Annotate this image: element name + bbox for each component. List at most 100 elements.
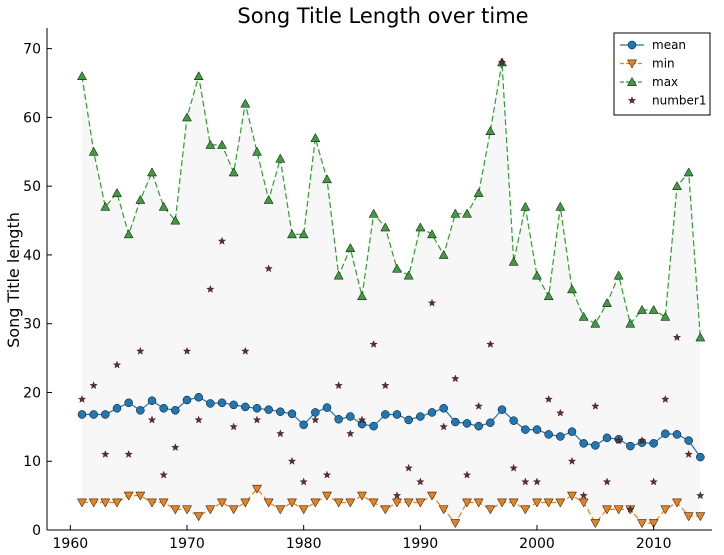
number1-point [532, 477, 542, 486]
x-tick-label: 1960 [53, 536, 89, 552]
legend-label: number1 [652, 94, 706, 108]
min-point [275, 505, 286, 515]
min-point [147, 498, 157, 508]
y-tick-label: 70 [23, 42, 41, 58]
chart-title: Song Title Length over time [237, 4, 528, 28]
max-point [590, 318, 601, 328]
min-point [123, 491, 134, 501]
number1-point [602, 477, 612, 486]
max-point [660, 311, 671, 321]
max-point [228, 167, 239, 177]
mean-point [346, 412, 355, 421]
mean-point [369, 421, 378, 431]
min-point [683, 512, 694, 522]
min-point [205, 505, 216, 515]
min-point [695, 512, 706, 522]
mean-point [427, 408, 437, 417]
mean-point [147, 396, 157, 405]
number1-point [696, 491, 705, 500]
mean-point [649, 439, 658, 448]
number1-point [684, 450, 693, 458]
y-tick-label: 50 [23, 179, 41, 195]
mean-point [672, 430, 682, 439]
number1-point [649, 477, 658, 486]
max-point [392, 263, 402, 273]
legend-marker [627, 76, 637, 86]
number1-point [89, 381, 98, 390]
max-point [567, 284, 577, 294]
max-line [81, 62, 701, 338]
min-point [497, 498, 507, 508]
min-point [193, 512, 204, 522]
mean-point [451, 417, 460, 427]
min-point [555, 498, 566, 508]
mean-point [696, 452, 705, 462]
x-tick-label: 2000 [519, 536, 555, 552]
max-point [462, 208, 472, 218]
mean-point [392, 410, 402, 419]
legend-label: max [652, 75, 678, 89]
max-point [88, 146, 99, 156]
number1-point [404, 463, 413, 472]
number1-point [264, 264, 273, 273]
min-point [637, 519, 647, 529]
min-point [438, 505, 449, 515]
min-point [100, 498, 111, 508]
min-point [228, 505, 239, 515]
mean-point [182, 395, 192, 405]
number1-point [416, 477, 425, 486]
mean-point [77, 410, 87, 419]
max-point [648, 304, 659, 314]
min-point [322, 491, 332, 501]
mean-point [252, 404, 262, 413]
min-point [112, 498, 122, 508]
y-tick-label: 0 [32, 523, 41, 539]
number1-point [392, 491, 402, 500]
legend-label: min [652, 57, 675, 71]
min-point [158, 498, 169, 508]
max-point [508, 256, 519, 266]
number1-point [486, 340, 495, 348]
max-point [123, 229, 134, 239]
max-point [450, 208, 461, 218]
max-point [333, 270, 344, 280]
number1-point [521, 477, 530, 486]
number1-point [591, 401, 600, 410]
max-point [683, 167, 694, 177]
min-point [88, 498, 99, 508]
max-point [252, 146, 262, 156]
mean-point [299, 420, 308, 430]
number1-point [159, 470, 168, 479]
mean-point [486, 418, 495, 427]
max-point [520, 201, 531, 211]
mean-point [626, 441, 635, 451]
min-point [450, 519, 461, 529]
min-point [217, 498, 227, 508]
x-tick-label: 1980 [286, 536, 322, 552]
max-point [532, 270, 542, 280]
number1-point [101, 450, 110, 458]
legend-entry-max: max [620, 75, 678, 89]
max-point [345, 243, 356, 252]
y-tick-label: 60 [23, 110, 41, 126]
mean-point [206, 399, 215, 408]
mean-point [334, 415, 343, 424]
min-point [403, 498, 414, 508]
number1-point [229, 422, 238, 431]
legend-marker [627, 96, 637, 104]
max-point [100, 201, 111, 211]
min-point [298, 505, 309, 515]
min-max-fill [82, 62, 701, 524]
mean-point [497, 405, 507, 414]
min-point [333, 498, 344, 508]
mean-point [264, 405, 273, 414]
mean-point [532, 425, 542, 434]
min-point [345, 498, 356, 508]
number1-point [567, 457, 577, 465]
number1-point [334, 381, 343, 390]
min-point [532, 498, 542, 508]
number1-point [346, 429, 355, 438]
x-tick-label: 1990 [403, 536, 439, 552]
number1-point [579, 491, 588, 500]
